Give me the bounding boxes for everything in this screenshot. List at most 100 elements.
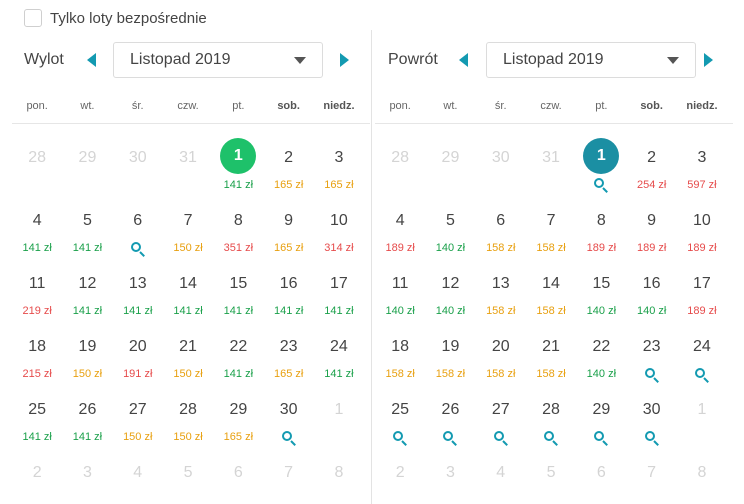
day-number: 25 [391, 401, 410, 418]
search-icon[interactable] [281, 431, 296, 446]
calendar-day[interactable]: 14 158 zł [526, 264, 576, 327]
chevron-down-icon [667, 57, 679, 64]
calendar-day[interactable]: 8 351 zł [213, 201, 263, 264]
calendar-day[interactable]: 18 158 zł [375, 327, 425, 390]
calendar-day[interactable]: 8 189 zł [576, 201, 626, 264]
search-icon[interactable] [393, 431, 408, 446]
calendar-day[interactable]: 16 141 zł [263, 264, 313, 327]
search-icon[interactable] [594, 178, 609, 193]
return-selected-day[interactable]: 1 [576, 138, 626, 201]
calendar-day[interactable]: 17 189 zł [677, 264, 727, 327]
calendar-day[interactable]: 28 [526, 390, 576, 453]
calendar-day[interactable]: 5 140 zł [425, 201, 475, 264]
search-icon-ring [393, 431, 404, 441]
search-icon[interactable] [443, 431, 458, 446]
search-icon[interactable] [644, 368, 659, 383]
departure-selected-day[interactable]: 1 141 zł [213, 138, 263, 201]
day-number: 1 [583, 138, 620, 174]
calendar-day[interactable]: 27 150 zł [113, 390, 163, 453]
calendar-day[interactable]: 3 165 zł [314, 138, 364, 201]
calendar-day[interactable]: 13 158 zł [476, 264, 526, 327]
calendar-day[interactable]: 2 254 zł [626, 138, 676, 201]
calendar-day[interactable]: 21 150 zł [163, 327, 213, 390]
departure-prev-month-arrow-icon[interactable] [87, 53, 96, 67]
day-price: 158 zł [486, 368, 516, 380]
search-icon[interactable] [594, 431, 609, 446]
calendar-day[interactable]: 6 [113, 201, 163, 264]
day-number: 13 [128, 275, 147, 292]
calendar-day[interactable]: 5 141 zł [62, 201, 112, 264]
calendar-day[interactable]: 27 [476, 390, 526, 453]
calendar-day[interactable]: 24 141 zł [314, 327, 364, 390]
calendar-day[interactable]: 30 [263, 390, 313, 453]
search-icon-handle [652, 377, 659, 383]
calendar-day[interactable]: 17 141 zł [314, 264, 364, 327]
calendar-day[interactable]: 29 [576, 390, 626, 453]
calendar-day[interactable]: 24 [677, 327, 727, 390]
search-icon[interactable] [493, 431, 508, 446]
calendar-day: 6 [576, 453, 626, 504]
return-next-month-arrow-icon[interactable] [704, 53, 713, 67]
return-month-select[interactable]: Listopad 2019 [486, 42, 696, 78]
search-icon[interactable] [644, 431, 659, 446]
calendar-day[interactable]: 28 150 zł [163, 390, 213, 453]
calendar-day[interactable]: 2 165 zł [263, 138, 313, 201]
search-icon[interactable] [694, 368, 709, 383]
calendar-day[interactable]: 13 141 zł [113, 264, 163, 327]
calendar-day[interactable]: 30 [626, 390, 676, 453]
day-number: 30 [279, 401, 298, 418]
calendar-day[interactable]: 11 219 zł [12, 264, 62, 327]
calendar-day[interactable]: 20 191 zł [113, 327, 163, 390]
calendar-day[interactable]: 10 314 zł [314, 201, 364, 264]
calendar-day[interactable]: 7 150 zł [163, 201, 213, 264]
calendar-day[interactable]: 22 141 zł [213, 327, 263, 390]
calendar-day[interactable]: 23 [626, 327, 676, 390]
calendar-day[interactable]: 18 215 zł [12, 327, 62, 390]
weekday-label: pon. [26, 100, 48, 112]
departure-month-select[interactable]: Listopad 2019 [113, 42, 323, 78]
calendar-day[interactable]: 9 165 zł [263, 201, 313, 264]
calendar-day[interactable]: 12 141 zł [62, 264, 112, 327]
calendar-day[interactable]: 20 158 zł [476, 327, 526, 390]
calendar-day[interactable]: 15 141 zł [213, 264, 263, 327]
calendar-day[interactable]: 4 141 zł [12, 201, 62, 264]
calendar-day[interactable]: 29 165 zł [213, 390, 263, 453]
calendar-day[interactable]: 16 140 zł [626, 264, 676, 327]
calendar-day[interactable]: 4 189 zł [375, 201, 425, 264]
day-number: 23 [642, 338, 661, 355]
calendar-day[interactable]: 23 165 zł [263, 327, 313, 390]
calendar-day[interactable]: 19 158 zł [425, 327, 475, 390]
calendar-day[interactable]: 12 140 zł [425, 264, 475, 327]
calendar-day: 5 [163, 453, 213, 504]
day-number: 16 [642, 275, 661, 292]
calendar-day[interactable]: 26 [425, 390, 475, 453]
calendar-day[interactable]: 10 189 zł [677, 201, 727, 264]
direct-flights-checkbox[interactable] [24, 9, 42, 27]
day-number: 28 [28, 149, 47, 166]
calendar-day[interactable]: 7 158 zł [526, 201, 576, 264]
calendar-day[interactable]: 14 141 zł [163, 264, 213, 327]
calendar-day: 29 [62, 138, 112, 201]
departure-next-month-arrow-icon[interactable] [340, 53, 349, 67]
calendar-day[interactable]: 25 141 zł [12, 390, 62, 453]
calendar-day[interactable]: 11 140 zł [375, 264, 425, 327]
calendar-day: 28 [12, 138, 62, 201]
calendar-day[interactable]: 3 597 zł [677, 138, 727, 201]
calendar-day[interactable]: 25 [375, 390, 425, 453]
direct-flights-filter[interactable]: Tylko loty bezpośrednie [24, 8, 207, 28]
calendar-day[interactable]: 26 141 zł [62, 390, 112, 453]
calendar-day[interactable]: 6 158 zł [476, 201, 526, 264]
day-number: 20 [491, 338, 510, 355]
return-prev-month-arrow-icon[interactable] [459, 53, 468, 67]
calendar-day: 3 [425, 453, 475, 504]
calendar-day[interactable]: 15 140 zł [576, 264, 626, 327]
calendar-day[interactable]: 9 189 zł [626, 201, 676, 264]
calendar-day[interactable]: 21 158 zł [526, 327, 576, 390]
day-number: 30 [491, 149, 510, 166]
calendar-day: 7 [263, 453, 313, 504]
calendar-day[interactable]: 19 150 zł [62, 327, 112, 390]
day-number: 29 [229, 401, 248, 418]
calendar-day[interactable]: 22 140 zł [576, 327, 626, 390]
search-icon[interactable] [544, 431, 558, 446]
search-icon[interactable] [130, 242, 145, 257]
